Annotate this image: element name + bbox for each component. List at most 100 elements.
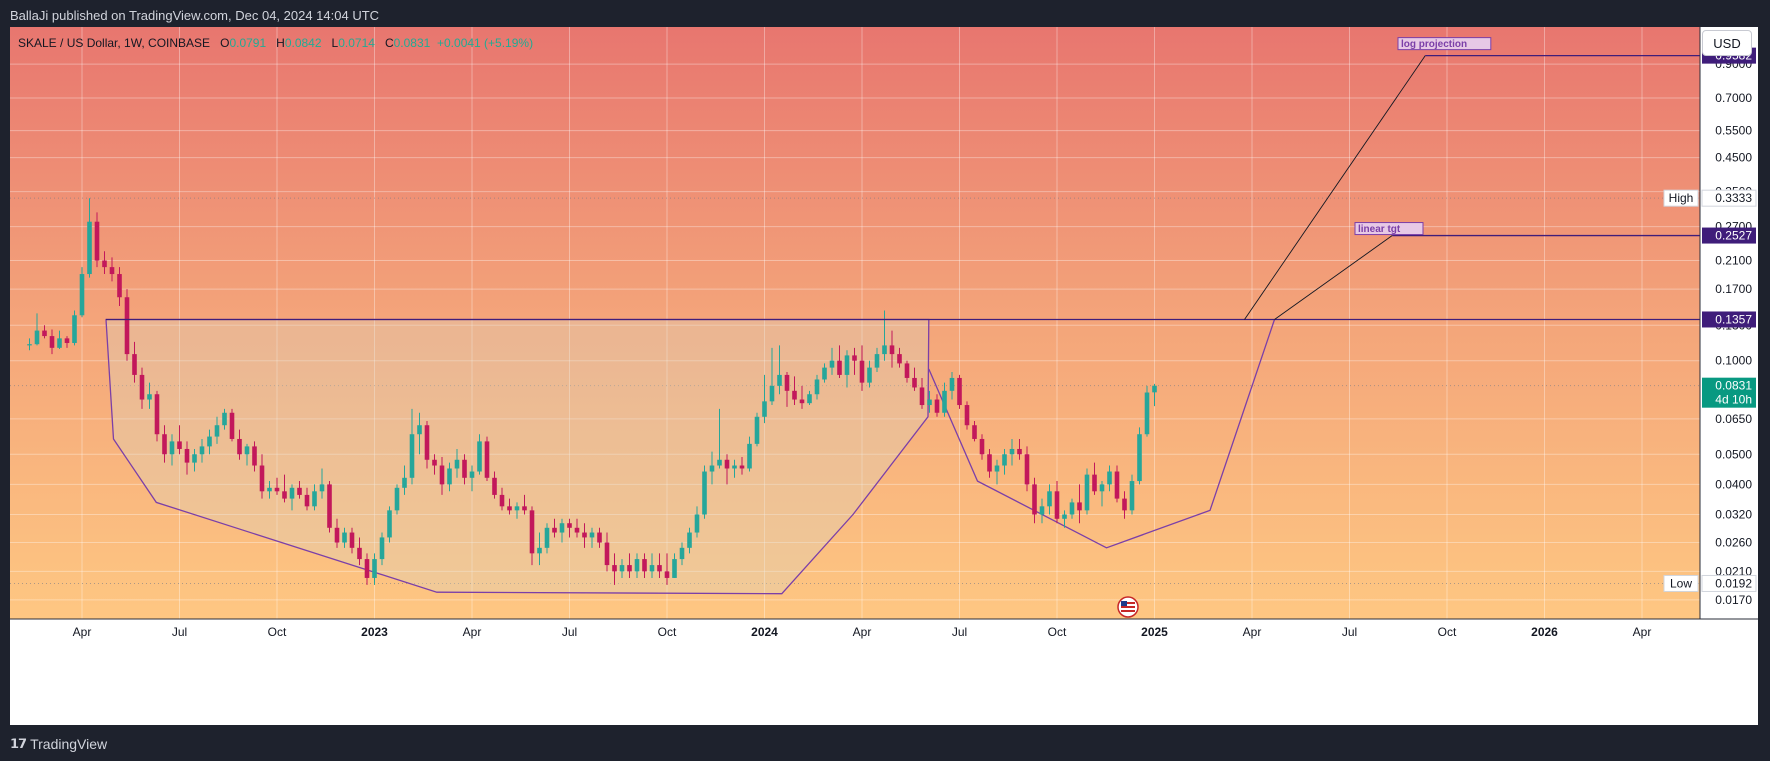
candle-body <box>27 344 32 345</box>
y-tick-label: 0.1700 <box>1715 282 1752 296</box>
candle-body <box>920 387 925 405</box>
high-price-value: 0.3333 <box>1715 191 1752 205</box>
candle-body <box>192 454 197 462</box>
candle-body <box>770 386 775 401</box>
x-tick-label: Oct <box>1438 625 1457 639</box>
candle-body <box>327 484 332 527</box>
candle-body <box>620 565 625 571</box>
candle-body <box>357 548 362 559</box>
candle-body <box>455 460 460 469</box>
candle-body <box>507 506 512 510</box>
candle-body <box>1107 472 1112 485</box>
y-tick-label: 0.4500 <box>1715 151 1752 165</box>
symbol-legend: SKALE / US Dollar, 1W, COINBASE O0.0791 … <box>18 36 533 50</box>
candle-body <box>177 441 182 449</box>
legend-open-value: 0.0791 <box>229 36 266 50</box>
candle-body <box>762 401 767 416</box>
chart-canvas[interactable]: 0.90000.70000.55000.45000.35000.27000.21… <box>10 27 1758 725</box>
candle-body <box>1040 506 1045 514</box>
candle-body <box>260 466 265 492</box>
y-tick-label: 0.0260 <box>1715 536 1752 550</box>
candle-body <box>402 478 407 488</box>
linear-target-price-value: 0.2527 <box>1715 229 1752 243</box>
y-tick-label: 0.0650 <box>1715 412 1752 426</box>
candle-body <box>927 400 932 406</box>
candle-body <box>372 559 377 578</box>
candle-body <box>102 261 107 268</box>
candle-body <box>740 466 745 469</box>
x-tick-label: Oct <box>658 625 677 639</box>
candle-body <box>425 425 430 460</box>
candle-body <box>957 378 962 405</box>
legend-change: +0.0041 (+5.19%) <box>437 36 533 50</box>
candle-body <box>147 394 152 399</box>
candle-body <box>320 484 325 491</box>
legend-symbol[interactable]: SKALE / US Dollar, 1W, COINBASE <box>18 36 210 50</box>
candle-body <box>702 472 707 515</box>
candle-body <box>237 439 242 454</box>
candle-body <box>290 488 295 499</box>
candle-body <box>200 446 205 454</box>
low-price-value: 0.0192 <box>1715 576 1752 590</box>
candle-body <box>755 417 760 444</box>
candle-body <box>882 345 887 354</box>
tradingview-logo[interactable]: 𝟭𝟳 TradingView <box>10 736 107 752</box>
candle-body <box>380 537 385 559</box>
candle-body <box>365 559 370 578</box>
chart-frame[interactable]: 0.90000.70000.55000.45000.35000.27000.21… <box>10 27 1758 725</box>
candle-body <box>905 363 910 378</box>
candle-body <box>800 400 805 404</box>
candle-body <box>590 533 595 538</box>
candle-body <box>807 394 812 403</box>
x-tick-label: 2026 <box>1531 625 1558 639</box>
candle-body <box>837 361 842 375</box>
candle-body <box>792 391 797 400</box>
candle-body <box>575 528 580 533</box>
candle-body <box>275 488 280 492</box>
candle-body <box>387 510 392 537</box>
candle-body <box>215 425 220 436</box>
candle-body <box>170 441 175 454</box>
candle-body <box>597 533 602 543</box>
x-tick-label: Jul <box>952 625 967 639</box>
candle-body <box>935 400 940 413</box>
currency-button[interactable]: USD <box>1702 30 1752 56</box>
candle-body <box>890 345 895 354</box>
candle-body <box>132 354 137 375</box>
candle-body <box>1025 454 1030 484</box>
x-tick-label: Apr <box>1633 625 1652 639</box>
candle-body <box>972 425 977 439</box>
candle-body <box>395 488 400 511</box>
candle-body <box>95 222 100 261</box>
candle-body <box>605 543 610 566</box>
candle-body <box>942 391 947 413</box>
candle-body <box>732 466 737 469</box>
x-tick-label: Jul <box>562 625 577 639</box>
legend-close-label: C <box>385 36 394 50</box>
candle-body <box>492 478 497 495</box>
candle-body <box>432 460 437 466</box>
legend-low-value: 0.0714 <box>338 36 375 50</box>
candle-body <box>860 361 865 383</box>
candle-body <box>1002 454 1007 465</box>
candle-body <box>680 548 685 559</box>
candle-body <box>477 441 482 471</box>
candle-body <box>710 466 715 472</box>
x-tick-label: 2023 <box>361 625 388 639</box>
y-tick-label: 0.5500 <box>1715 124 1752 138</box>
bar-countdown: 4d 10h <box>1715 393 1752 407</box>
high-tag-label: High <box>1669 191 1694 205</box>
candle-body <box>1047 491 1052 506</box>
candle-body <box>282 491 287 498</box>
legend-close-value: 0.0831 <box>394 36 431 50</box>
candle-body <box>312 491 317 506</box>
x-tick-label: Apr <box>463 625 482 639</box>
candle-body <box>965 405 970 425</box>
log-projection-annotation-text: log projection <box>1401 39 1467 50</box>
candle-body <box>560 523 565 532</box>
candle-body <box>245 446 250 454</box>
x-tick-label: Apr <box>853 625 872 639</box>
candle-body <box>297 488 302 495</box>
candle-body <box>335 528 340 543</box>
us-flag-icon[interactable] <box>1118 597 1138 617</box>
